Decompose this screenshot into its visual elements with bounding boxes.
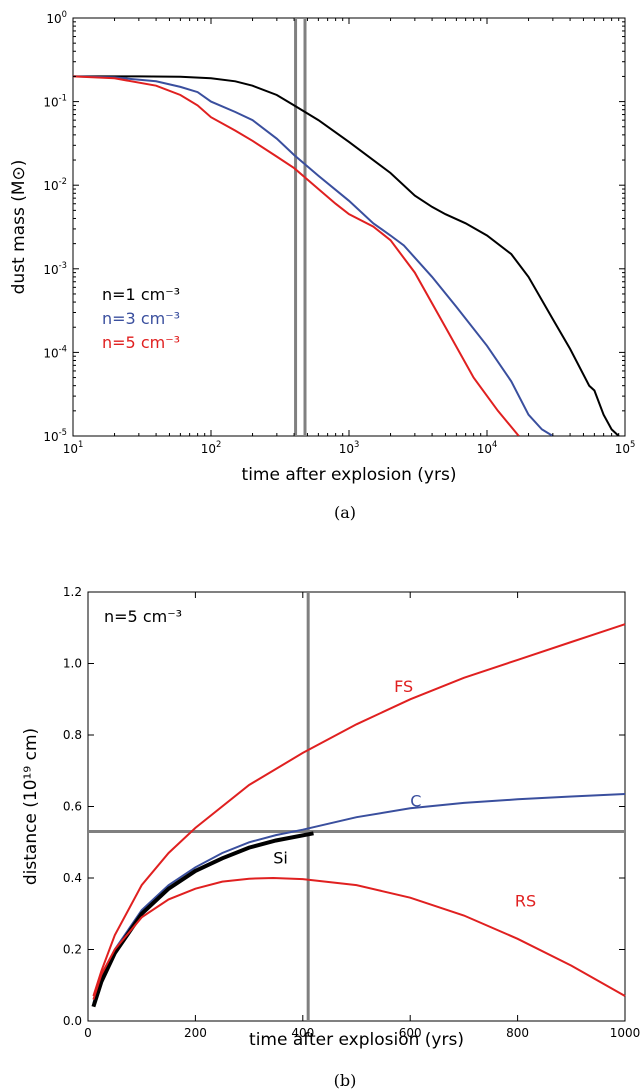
y-axis-label-a: dust mass (M⊙) (9, 160, 29, 295)
ticks-a: 101 102 103 104 105 10-5 10-4 10-3 10-2 10-1 100 (43, 9, 635, 456)
reference-lines-b (88, 592, 625, 1021)
x-tick-label: 800 (506, 1026, 529, 1040)
vertical-lines-a (294, 18, 307, 436)
curve-labels-b: FS C Si RS (273, 677, 536, 911)
y-tick-label: 10-4 (43, 343, 67, 360)
series-line-si (91, 831, 314, 1008)
y-tick-label: 10-2 (43, 176, 67, 193)
curve-label-c: C (410, 792, 421, 811)
plot-frame-b (87, 591, 626, 1022)
chart-panel-b: 0 200 400 600 800 1000 0.0 0.2 0.4 0.6 0.8 1.0 1.2 t… (21, 585, 640, 1090)
x-tick-label: 104 (477, 439, 498, 456)
series-line-fs (92, 623, 626, 997)
panel-label-b: (b) (334, 1071, 357, 1090)
x-tick-label: 102 (201, 439, 222, 456)
y-tick-label: 0.4 (63, 871, 82, 885)
x-tick-label: 400 (291, 1026, 314, 1040)
y-axis-label-b: distance (10¹⁹ cm) (21, 728, 41, 885)
panel-label-a: (a) (334, 503, 356, 522)
x-axis-label-b: time after explosion (yrs) (249, 1030, 464, 1050)
series-line-rs (92, 876, 626, 1000)
x-axis-label-a: time after explosion (yrs) (242, 465, 457, 485)
y-tick-label: 10-3 (43, 260, 67, 277)
series-a (73, 75, 620, 436)
series-line-c (92, 793, 626, 1004)
legend-entry-3: n=5 cm⁻³ (102, 333, 180, 352)
curve-label-si: Si (273, 849, 288, 868)
series-line-2 (73, 75, 554, 436)
legend-a: n=1 cm⁻³ n=3 cm⁻³ n=5 cm⁻³ (102, 285, 180, 352)
ticks-b: 0 200 400 600 800 1000 0.0 0.2 0.4 0.6 0.8 1.0 1.2 (63, 585, 640, 1040)
x-tick-label: 0 (84, 1026, 92, 1040)
x-tick-label: 600 (399, 1026, 422, 1040)
series-line-3 (73, 75, 520, 436)
y-tick-label: 1.2 (63, 585, 82, 599)
y-tick-label: 0.0 (63, 1014, 82, 1028)
y-tick-label: 0.2 (63, 943, 82, 957)
chart-panel-a: 101 102 103 104 105 10-5 10-4 10-3 10-2 10-1 100 t… (9, 9, 635, 522)
y-tick-label: 100 (46, 9, 67, 26)
legend-entry-2: n=3 cm⁻³ (102, 309, 180, 328)
x-tick-label: 200 (184, 1026, 207, 1040)
x-tick-label: 101 (63, 439, 84, 456)
series-b (91, 623, 626, 1008)
density-annotation-b: n=5 cm⁻³ (104, 607, 182, 626)
x-tick-label: 103 (339, 439, 360, 456)
series-line-1 (73, 75, 620, 436)
curve-label-fs: FS (394, 677, 413, 696)
legend-entry-1: n=1 cm⁻³ (102, 285, 180, 304)
x-tick-label: 1000 (610, 1026, 641, 1040)
y-tick-label: 10-1 (43, 93, 67, 110)
y-tick-label: 0.8 (63, 728, 82, 742)
x-tick-label: 105 (615, 439, 636, 456)
y-tick-label: 1.0 (63, 657, 82, 671)
y-tick-label: 0.6 (63, 800, 82, 814)
y-tick-label: 10-5 (43, 427, 67, 444)
curve-label-rs: RS (515, 892, 536, 911)
